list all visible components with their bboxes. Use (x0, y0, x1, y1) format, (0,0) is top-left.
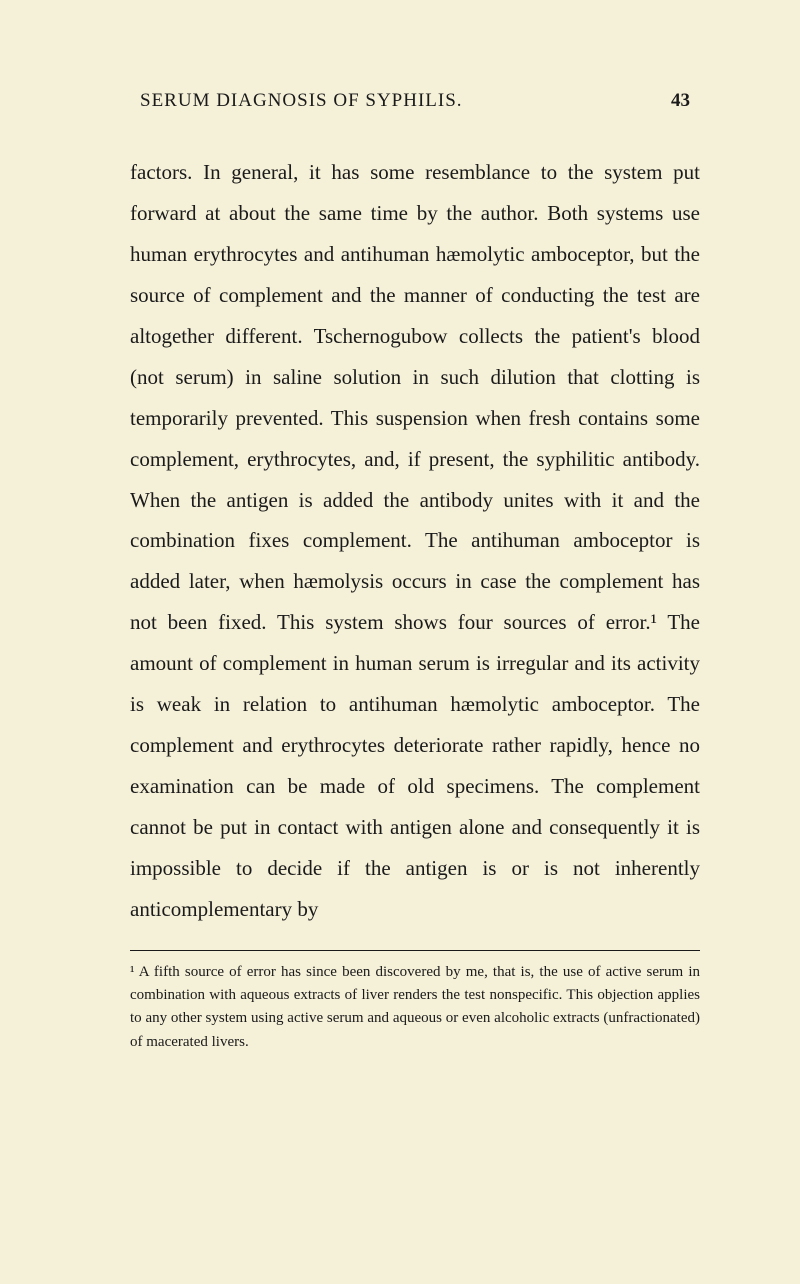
page-number: 43 (671, 90, 690, 112)
page-header: SERUM DIAGNOSIS OF SYPHILIS. 43 (130, 90, 700, 112)
footnote-text: ¹ A fifth source of error has since been… (130, 961, 700, 1054)
footnote-divider (130, 950, 700, 951)
body-paragraph: factors. In general, it has some resembl… (130, 152, 700, 930)
running-title: SERUM DIAGNOSIS OF SYPHILIS. (140, 90, 463, 112)
